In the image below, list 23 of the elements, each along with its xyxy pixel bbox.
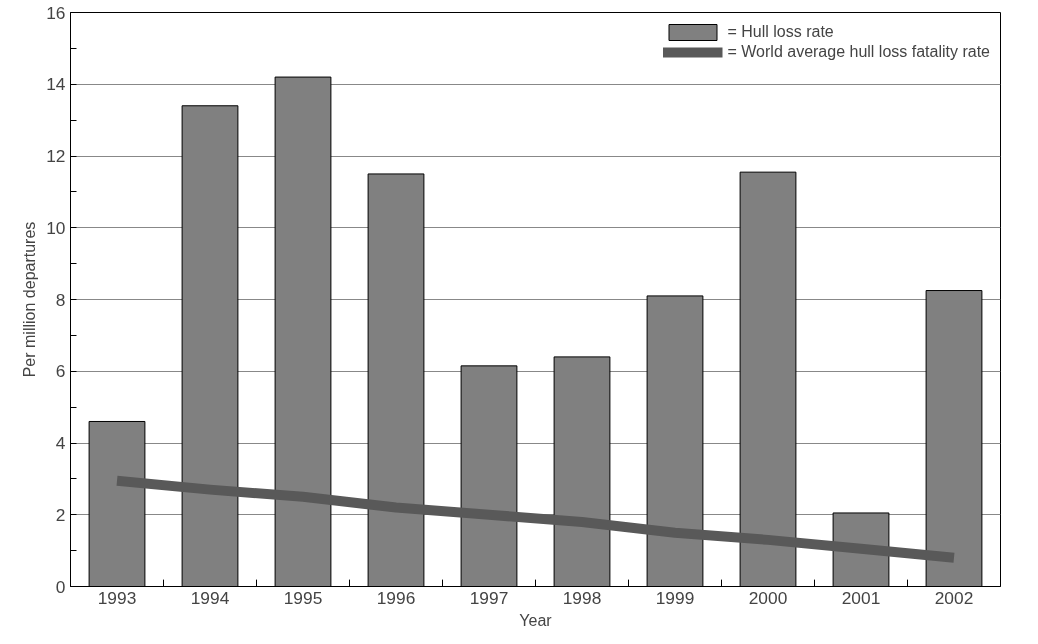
x-tick-label: 1998 — [562, 587, 602, 608]
x-tick-label: 1994 — [190, 587, 230, 608]
legend-label: = Hull loss rate — [727, 23, 834, 41]
y-tick-label: 12 — [46, 146, 66, 166]
y-tick-label: 4 — [55, 433, 66, 453]
legend-label: = World average hull loss fatality rate — [727, 43, 990, 61]
y-axis-title: Per million departures — [21, 221, 39, 378]
x-tick-label: 1997 — [469, 587, 509, 608]
x-tick-label: 1999 — [655, 587, 695, 608]
y-tick-label: 14 — [46, 74, 66, 95]
x-tick-label: 2002 — [934, 587, 974, 608]
y-tick-label: 16 — [46, 2, 66, 23]
y-tick-label: 0 — [55, 576, 66, 597]
x-tick-label: 1996 — [376, 587, 416, 608]
y-tick-label: 2 — [55, 504, 66, 525]
x-tick-label: 2001 — [841, 587, 881, 608]
y-tick-label: 8 — [55, 289, 66, 310]
y-tick-label: 6 — [55, 361, 66, 382]
x-tick-label: 1995 — [283, 587, 323, 608]
x-tick-label: 2000 — [748, 587, 788, 608]
x-tick-label: 1993 — [97, 587, 137, 608]
y-tick-label: 10 — [46, 217, 66, 238]
x-axis-title: Year — [519, 611, 553, 629]
